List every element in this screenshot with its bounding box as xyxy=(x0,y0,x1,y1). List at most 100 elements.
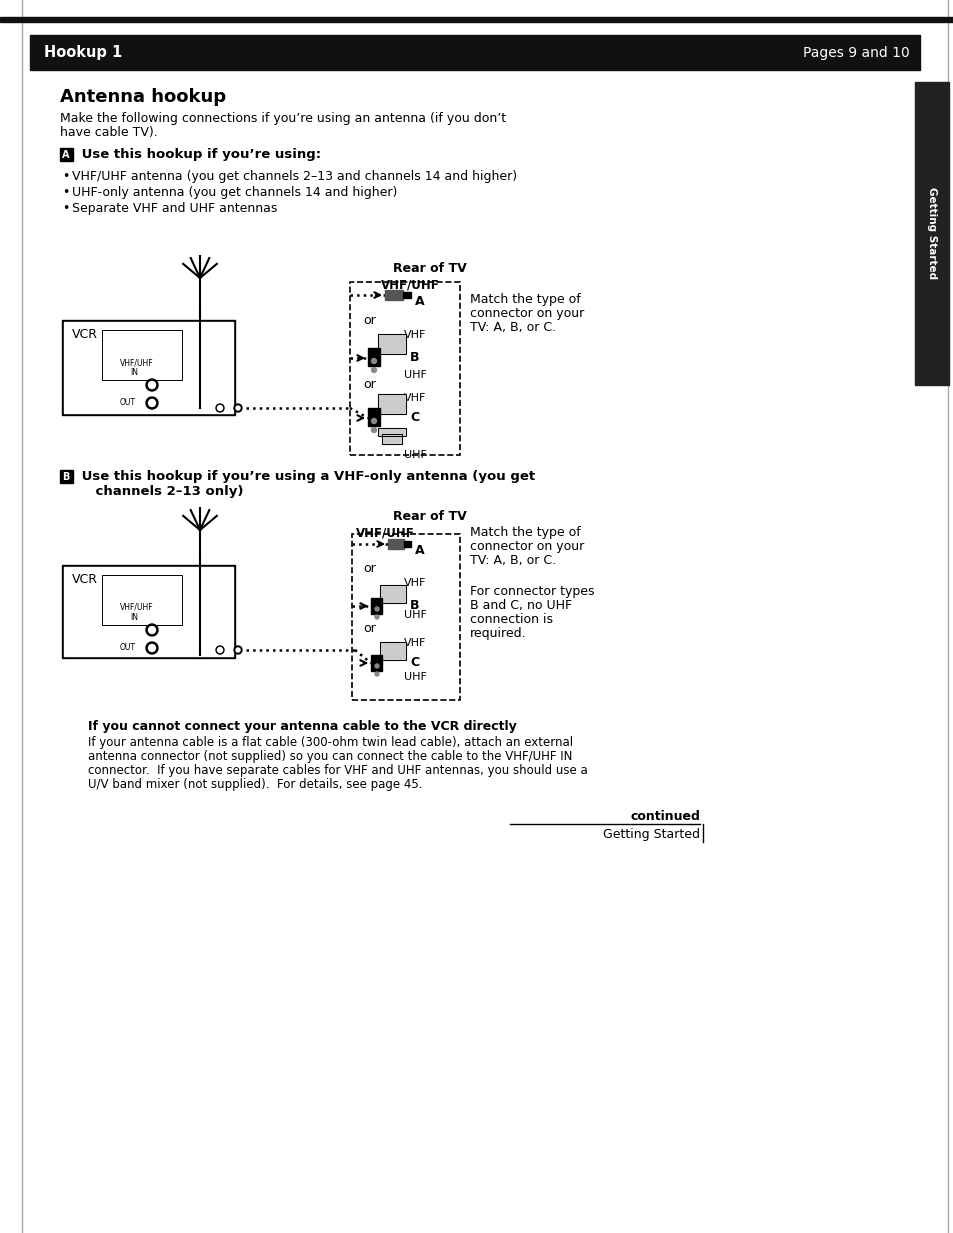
Bar xyxy=(381,434,401,444)
Text: Pages 9 and 10: Pages 9 and 10 xyxy=(802,46,909,59)
Circle shape xyxy=(146,397,158,409)
Text: B and C, no UHF: B and C, no UHF xyxy=(470,599,572,612)
Circle shape xyxy=(146,379,158,391)
Text: IN: IN xyxy=(130,613,138,621)
Text: Rear of TV: Rear of TV xyxy=(393,261,466,275)
Text: UHF: UHF xyxy=(403,610,426,620)
Circle shape xyxy=(375,615,378,619)
Text: •: • xyxy=(62,202,70,215)
Bar xyxy=(64,567,233,656)
Text: connector on your: connector on your xyxy=(470,540,583,552)
Circle shape xyxy=(215,404,224,412)
Text: continued: continued xyxy=(630,810,700,822)
Bar xyxy=(377,334,406,354)
Text: A: A xyxy=(62,149,70,159)
Text: Antenna hookup: Antenna hookup xyxy=(60,88,226,106)
Text: connector on your: connector on your xyxy=(470,307,583,321)
Text: IN: IN xyxy=(130,367,138,377)
Text: connector.  If you have separate cables for VHF and UHF antennas, you should use: connector. If you have separate cables f… xyxy=(88,764,587,777)
Text: If you cannot connect your antenna cable to the VCR directly: If you cannot connect your antenna cable… xyxy=(88,720,517,732)
Text: VHF/UHF: VHF/UHF xyxy=(120,358,153,367)
Text: If your antenna cable is a flat cable (300-ohm twin lead cable), attach an exter: If your antenna cable is a flat cable (3… xyxy=(88,736,573,748)
Text: TV: A, B, or C.: TV: A, B, or C. xyxy=(470,321,556,334)
Bar xyxy=(30,35,919,70)
Bar xyxy=(377,395,406,414)
Text: antenna connector (not supplied) so you can connect the cable to the VHF/UHF IN: antenna connector (not supplied) so you … xyxy=(88,750,572,763)
Text: or: or xyxy=(363,561,376,575)
Bar xyxy=(62,321,234,416)
Text: Rear of TV: Rear of TV xyxy=(393,510,466,523)
Text: For connector types: For connector types xyxy=(470,584,594,598)
Text: Getting Started: Getting Started xyxy=(926,187,936,280)
Text: C: C xyxy=(410,656,418,670)
Text: UHF: UHF xyxy=(403,672,426,682)
Text: have cable TV).: have cable TV). xyxy=(60,126,157,139)
Circle shape xyxy=(371,359,376,364)
Text: or: or xyxy=(363,313,376,327)
Text: VCR: VCR xyxy=(71,328,98,342)
Text: VHF: VHF xyxy=(403,637,426,649)
Bar xyxy=(379,642,406,660)
Text: TV: A, B, or C.: TV: A, B, or C. xyxy=(470,554,556,567)
Bar xyxy=(371,605,381,614)
Bar xyxy=(402,292,411,298)
Text: •: • xyxy=(62,170,70,182)
Text: VHF/UHF antenna (you get channels 2–13 and channels 14 and higher): VHF/UHF antenna (you get channels 2–13 a… xyxy=(71,170,517,182)
Text: A: A xyxy=(415,295,424,308)
Bar xyxy=(377,428,406,436)
Bar xyxy=(379,584,406,603)
Bar xyxy=(371,663,381,671)
Circle shape xyxy=(215,646,224,653)
Bar xyxy=(62,565,234,658)
Circle shape xyxy=(371,367,376,372)
Bar xyxy=(377,428,406,436)
Bar xyxy=(371,655,381,663)
Text: UHF: UHF xyxy=(403,450,426,460)
Text: UHF: UHF xyxy=(403,370,426,380)
Bar xyxy=(388,539,403,549)
Text: VHF: VHF xyxy=(403,330,426,340)
Text: VCR: VCR xyxy=(71,573,98,586)
Bar xyxy=(914,83,948,385)
Circle shape xyxy=(146,642,158,653)
Circle shape xyxy=(149,626,155,634)
Circle shape xyxy=(235,406,240,411)
Bar xyxy=(60,470,73,483)
Bar xyxy=(102,330,182,380)
Bar xyxy=(352,534,459,700)
Bar xyxy=(350,282,459,455)
Circle shape xyxy=(217,406,222,411)
Circle shape xyxy=(149,645,155,651)
Bar xyxy=(377,395,406,414)
Text: A: A xyxy=(415,544,424,557)
Bar xyxy=(102,575,182,625)
Text: VHF: VHF xyxy=(403,393,426,403)
Text: UHF-only antenna (you get channels 14 and higher): UHF-only antenna (you get channels 14 an… xyxy=(71,186,397,199)
Circle shape xyxy=(217,647,222,652)
Circle shape xyxy=(149,381,155,388)
Text: B: B xyxy=(62,471,70,482)
Text: Use this hookup if you’re using:: Use this hookup if you’re using: xyxy=(77,148,321,162)
Circle shape xyxy=(371,418,376,423)
Text: OUT: OUT xyxy=(120,398,136,407)
Bar xyxy=(368,348,379,358)
Text: VHF/UHF: VHF/UHF xyxy=(355,526,414,539)
Text: B: B xyxy=(410,351,419,364)
Text: Getting Started: Getting Started xyxy=(602,829,700,841)
Circle shape xyxy=(375,665,378,668)
Text: OUT: OUT xyxy=(120,642,136,652)
Text: channels 2–13 only): channels 2–13 only) xyxy=(77,486,243,498)
Circle shape xyxy=(235,649,240,652)
Circle shape xyxy=(375,607,378,612)
Text: Use this hookup if you’re using a VHF-only antenna (you get: Use this hookup if you’re using a VHF-on… xyxy=(77,470,535,483)
Circle shape xyxy=(149,399,155,407)
Bar xyxy=(379,584,406,603)
Bar xyxy=(385,290,402,300)
Bar xyxy=(64,322,233,413)
Text: Separate VHF and UHF antennas: Separate VHF and UHF antennas xyxy=(71,202,277,215)
Circle shape xyxy=(375,672,378,676)
Circle shape xyxy=(146,624,158,636)
Text: U/V band mixer (not supplied).  For details, see page 45.: U/V band mixer (not supplied). For detai… xyxy=(88,778,422,792)
Text: VHF/UHF: VHF/UHF xyxy=(380,277,439,291)
Bar xyxy=(60,148,73,162)
